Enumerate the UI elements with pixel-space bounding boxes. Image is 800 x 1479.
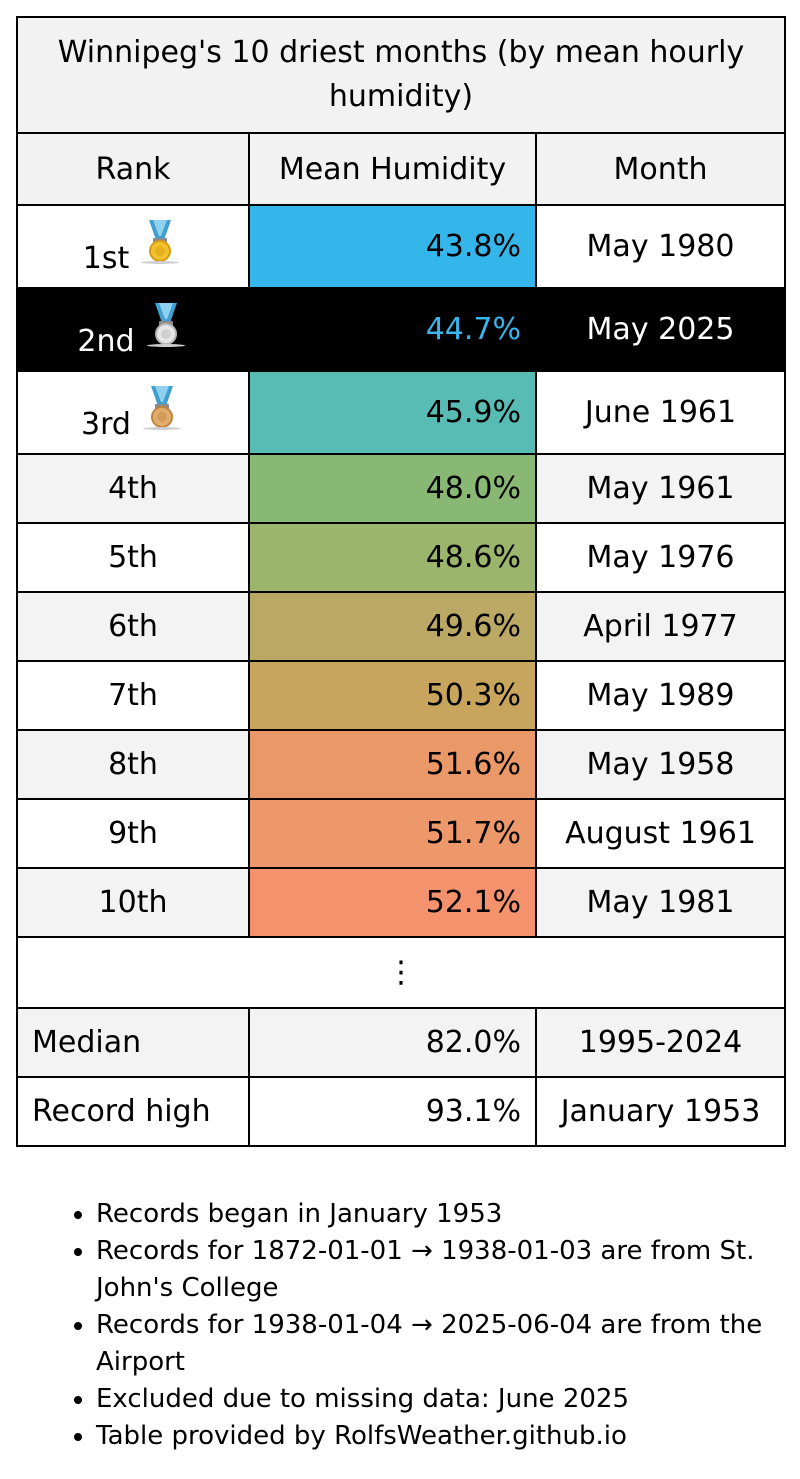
- record-high-period: January 1953: [534, 1076, 787, 1147]
- silver-medal-icon: [143, 301, 189, 347]
- table-row: 9th 51.7% August 1961: [16, 798, 787, 869]
- table-row: 4th 48.0% May 1961: [16, 453, 787, 524]
- humidity-ranking-table: Winnipeg's 10 driest months (by mean hou…: [15, 16, 787, 1147]
- mean-humidity-cell: 48.6%: [248, 522, 537, 593]
- note-item: Table provided by RolfsWeather.github.io: [96, 1418, 800, 1455]
- median-value: 82.0%: [248, 1007, 537, 1078]
- median-label: Median: [16, 1007, 250, 1078]
- note-item: Records for 1872-01-01 → 1938-01-03 are …: [96, 1233, 800, 1307]
- ranking-rows: 1st 43.8% May 1980 2nd 44.7% May 2025 3rd 45.9%…: [16, 204, 787, 938]
- month-cell: May 1981: [534, 867, 787, 938]
- month-cell: May 1976: [534, 522, 787, 593]
- mean-humidity-cell: 45.9%: [248, 370, 537, 455]
- month-cell: May 1958: [534, 729, 787, 800]
- mean-humidity-cell: 51.7%: [248, 798, 537, 869]
- rank-cell: 5th: [16, 522, 250, 593]
- mean-humidity-cell: 52.1%: [248, 867, 537, 938]
- month-cell: August 1961: [534, 798, 787, 869]
- mean-humidity-cell: 49.6%: [248, 591, 537, 662]
- month-cell: May 2025: [534, 287, 787, 372]
- note-item: Excluded due to missing data: June 2025: [96, 1381, 800, 1418]
- gold-medal-icon: [137, 218, 183, 264]
- notes-list: Records began in January 1953 Records fo…: [56, 1196, 800, 1455]
- mean-humidity-cell: 51.6%: [248, 729, 537, 800]
- note-item: Records began in January 1953: [96, 1196, 800, 1233]
- rank-label: 3rd: [81, 406, 131, 442]
- table-row: 1st 43.8% May 1980: [16, 204, 787, 289]
- mean-humidity-cell: 50.3%: [248, 660, 537, 731]
- rank-label: 2nd: [77, 323, 135, 359]
- month-cell: June 1961: [534, 370, 787, 455]
- table-row: 2nd 44.7% May 2025: [16, 287, 787, 372]
- table-row: 3rd 45.9% June 1961: [16, 370, 787, 455]
- table-row: 7th 50.3% May 1989: [16, 660, 787, 731]
- month-cell: May 1980: [534, 204, 787, 289]
- rank-cell: 3rd: [16, 370, 250, 455]
- month-cell: May 1961: [534, 453, 787, 524]
- note-item: Records for 1938-01-04 → 2025-06-04 are …: [96, 1307, 800, 1381]
- mean-humidity-cell: 43.8%: [248, 204, 537, 289]
- rank-cell: 6th: [16, 591, 250, 662]
- table-title: Winnipeg's 10 driest months (by mean hou…: [15, 16, 787, 134]
- column-header-rank: Rank: [16, 132, 250, 206]
- rank-cell: 2nd: [16, 287, 250, 372]
- rank-cell: 4th: [16, 453, 250, 524]
- column-header-month: Month: [534, 132, 787, 206]
- table-row: 10th 52.1% May 1981: [16, 867, 787, 938]
- rank-cell: 9th: [16, 798, 250, 869]
- table-row: 6th 49.6% April 1977: [16, 591, 787, 662]
- median-period: 1995-2024: [534, 1007, 787, 1078]
- table-row: 8th 51.6% May 1958: [16, 729, 787, 800]
- mean-humidity-cell: 44.7%: [248, 287, 537, 372]
- rank-cell: 10th: [16, 867, 250, 938]
- rank-label: 1st: [82, 240, 130, 276]
- rank-cell: 8th: [16, 729, 250, 800]
- record-high-value: 93.1%: [248, 1076, 537, 1147]
- ellipsis-row: ⋮: [15, 936, 787, 1009]
- record-high-label: Record high: [16, 1076, 250, 1147]
- mean-humidity-cell: 48.0%: [248, 453, 537, 524]
- rank-cell: 1st: [16, 204, 250, 289]
- month-cell: April 1977: [534, 591, 787, 662]
- bronze-medal-icon: [139, 384, 185, 430]
- table-row: 5th 48.6% May 1976: [16, 522, 787, 593]
- month-cell: May 1989: [534, 660, 787, 731]
- column-header-mean-humidity: Mean Humidity: [248, 132, 537, 206]
- rank-cell: 7th: [16, 660, 250, 731]
